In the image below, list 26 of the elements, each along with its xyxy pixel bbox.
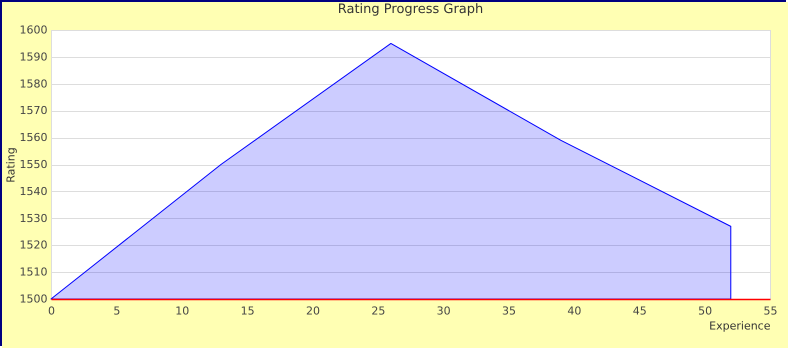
x-tick-label: 50 [698, 304, 712, 318]
y-tick-label: 1600 [20, 24, 48, 36]
y-tick-label: 1590 [20, 50, 48, 64]
y-tick-label: 1570 [20, 104, 48, 118]
x-tick-label: 5 [113, 304, 120, 318]
y-tick-label: 1540 [20, 184, 48, 198]
x-axis-title: Experience [709, 320, 771, 332]
y-tick-label: 1580 [20, 77, 48, 90]
y-tick-label: 1500 [20, 292, 48, 306]
y-tick-label: 1560 [20, 131, 48, 144]
x-tick-label: 55 [764, 304, 778, 318]
x-tick-label: 15 [240, 304, 255, 318]
y-axis-title: Rating [4, 147, 18, 183]
x-tick-label: 35 [502, 304, 516, 318]
x-tick-label: 25 [371, 304, 386, 318]
chart-title: Rating Progress Graph [338, 2, 484, 17]
x-tick-label: 45 [632, 304, 647, 318]
x-tick-label: 30 [436, 304, 451, 318]
x-tick-label: 0 [48, 304, 55, 318]
x-tick-label: 20 [306, 304, 320, 318]
y-tick-label: 1520 [20, 238, 48, 252]
x-tick-label: 40 [567, 304, 582, 318]
x-tick-label: 10 [175, 304, 190, 318]
y-tick-label: 1530 [20, 212, 48, 225]
y-tick-label: 1510 [20, 266, 48, 279]
y-tick-label: 1550 [20, 158, 48, 171]
